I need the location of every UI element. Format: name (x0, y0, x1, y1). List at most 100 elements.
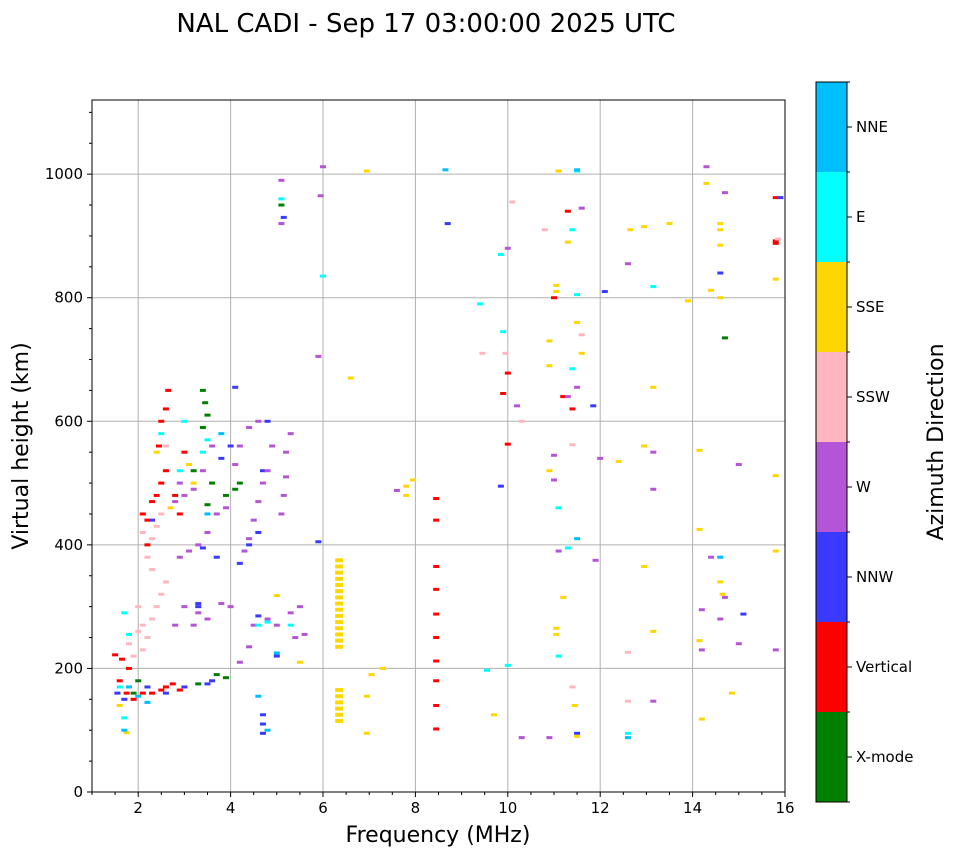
data-point (135, 605, 142, 609)
data-point (130, 691, 137, 695)
data-point (144, 636, 151, 640)
data-point (477, 302, 484, 306)
x-tick-label: 6 (318, 799, 328, 817)
data-point (564, 209, 571, 213)
data-point (158, 688, 165, 692)
series-e (116, 169, 657, 735)
data-point (564, 240, 571, 244)
y-tick-label: 800 (54, 289, 83, 307)
data-point (144, 555, 151, 559)
data-point (139, 512, 146, 516)
data-point (772, 549, 779, 553)
data-point (363, 169, 370, 173)
colorbar-tick-label: W (856, 478, 871, 496)
chart-title: NAL CADI - Sep 17 03:00:00 2025 UTC (176, 9, 675, 39)
data-point (213, 673, 220, 677)
data-point (167, 506, 174, 510)
data-point (250, 518, 257, 522)
data-point (246, 543, 253, 547)
data-point (403, 484, 410, 488)
data-point (497, 252, 504, 256)
data-point (236, 660, 243, 664)
data-point (574, 168, 581, 172)
data-point (719, 592, 726, 596)
data-point (241, 549, 248, 553)
data-point (119, 657, 126, 661)
data-point (564, 546, 571, 550)
data-point (273, 651, 280, 655)
data-point (222, 676, 229, 680)
data-point (578, 206, 585, 210)
data-point (717, 228, 724, 232)
data-point (139, 648, 146, 652)
colorbar-swatch (816, 262, 847, 352)
data-point (574, 320, 581, 324)
data-point (650, 385, 657, 389)
data-point (551, 296, 557, 300)
data-point (497, 484, 504, 488)
data-point (717, 296, 724, 300)
colorbar-tick-label: X-mode (856, 748, 913, 766)
data-point (717, 222, 724, 226)
data-point (721, 191, 728, 195)
data-point (162, 691, 169, 695)
data-point (181, 493, 188, 497)
data-point (181, 605, 188, 609)
data-point (181, 450, 188, 454)
data-point (114, 691, 121, 695)
data-point (335, 700, 344, 705)
data-point (717, 580, 724, 584)
data-point (553, 626, 560, 630)
data-point (153, 524, 160, 528)
data-point (335, 607, 344, 612)
data-point (363, 694, 370, 698)
series-nnw (114, 196, 784, 735)
data-point (195, 602, 202, 606)
data-point (553, 290, 560, 294)
data-point (158, 481, 165, 485)
data-point (246, 537, 253, 541)
data-point (232, 385, 239, 389)
data-point (278, 512, 285, 516)
data-point (204, 503, 211, 507)
data-point (278, 197, 285, 201)
data-point (696, 527, 703, 531)
data-point (555, 654, 562, 658)
data-point (708, 555, 715, 559)
data-point (433, 564, 440, 568)
data-point (500, 391, 507, 395)
data-point (555, 549, 562, 553)
data-point (717, 271, 724, 275)
data-point (442, 168, 449, 172)
data-point (433, 518, 440, 522)
data-point (153, 605, 160, 609)
data-point (264, 617, 271, 621)
data-point (255, 500, 262, 504)
data-point (504, 371, 511, 375)
data-point (116, 685, 123, 689)
data-point (139, 531, 146, 534)
data-point (204, 617, 211, 621)
data-point (315, 540, 322, 544)
data-point (484, 668, 491, 672)
data-point (199, 450, 206, 454)
colorbar-frame (815, 81, 848, 803)
series-vertical (112, 196, 779, 731)
data-point (574, 537, 581, 541)
data-point (292, 636, 299, 640)
data-point (209, 481, 216, 485)
data-point (490, 713, 497, 717)
y-tick-label: 600 (54, 412, 83, 430)
data-point (708, 288, 715, 292)
data-point (335, 595, 344, 600)
data-point (280, 215, 287, 219)
y-tick-label: 200 (54, 659, 83, 677)
x-tick-label: 2 (133, 799, 143, 817)
data-point (121, 716, 128, 720)
data-point (283, 450, 290, 454)
data-point (287, 623, 294, 627)
data-point (149, 518, 156, 522)
data-point (264, 620, 271, 624)
series-nne (121, 168, 724, 740)
